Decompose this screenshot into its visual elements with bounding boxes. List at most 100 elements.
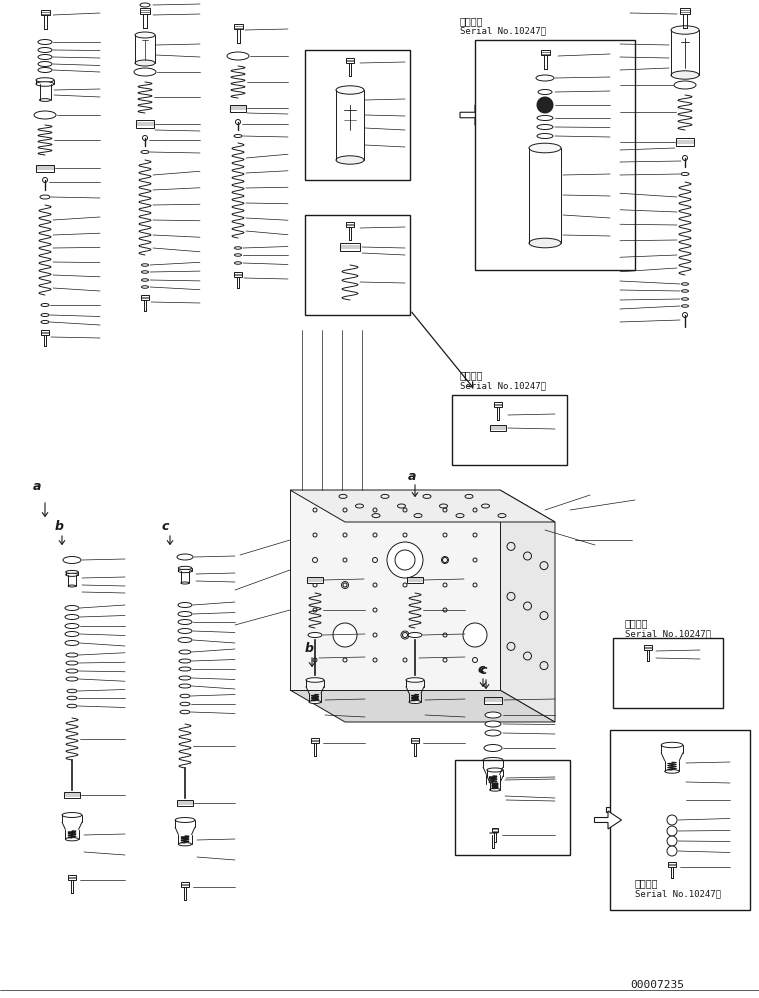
Polygon shape — [606, 801, 634, 819]
Ellipse shape — [674, 81, 696, 89]
Ellipse shape — [485, 730, 501, 736]
Ellipse shape — [485, 712, 501, 718]
Ellipse shape — [135, 32, 155, 38]
Text: a: a — [408, 470, 417, 483]
Polygon shape — [680, 8, 690, 14]
Polygon shape — [494, 402, 502, 407]
Circle shape — [682, 312, 688, 317]
Polygon shape — [234, 24, 242, 29]
Text: Serial No.10247～: Serial No.10247～ — [460, 381, 546, 390]
Text: Serial No.10247～: Serial No.10247～ — [460, 26, 546, 35]
Ellipse shape — [661, 743, 683, 748]
Polygon shape — [489, 830, 497, 835]
Ellipse shape — [140, 3, 150, 7]
Ellipse shape — [178, 569, 192, 573]
Ellipse shape — [406, 678, 424, 683]
Polygon shape — [490, 425, 506, 431]
Polygon shape — [668, 862, 676, 866]
Text: Serial No.10247～: Serial No.10247～ — [625, 629, 711, 638]
Ellipse shape — [135, 60, 155, 66]
Ellipse shape — [336, 86, 364, 94]
Text: Serial No.10247～: Serial No.10247～ — [635, 889, 721, 898]
Polygon shape — [234, 272, 242, 276]
Ellipse shape — [65, 615, 79, 620]
Circle shape — [667, 836, 677, 846]
Polygon shape — [290, 490, 555, 522]
Polygon shape — [136, 120, 154, 128]
Text: 適用号機: 適用号機 — [460, 370, 483, 380]
Circle shape — [43, 178, 48, 183]
Ellipse shape — [65, 606, 79, 611]
Polygon shape — [290, 690, 555, 722]
Ellipse shape — [408, 633, 422, 638]
Text: c: c — [478, 663, 485, 676]
Circle shape — [667, 815, 677, 825]
Ellipse shape — [68, 585, 76, 587]
Ellipse shape — [38, 68, 52, 73]
Ellipse shape — [181, 582, 189, 584]
Circle shape — [143, 136, 147, 141]
Ellipse shape — [38, 40, 52, 45]
Polygon shape — [644, 645, 652, 650]
Polygon shape — [181, 882, 189, 887]
Ellipse shape — [178, 620, 192, 625]
Ellipse shape — [336, 156, 364, 165]
Ellipse shape — [485, 721, 501, 727]
Polygon shape — [540, 50, 550, 55]
Text: 適用号機: 適用号機 — [625, 618, 648, 628]
Polygon shape — [307, 577, 323, 583]
Ellipse shape — [63, 557, 81, 564]
Ellipse shape — [538, 90, 552, 95]
Bar — [452, 395, 567, 465]
Ellipse shape — [671, 26, 699, 34]
Polygon shape — [40, 10, 49, 15]
Polygon shape — [64, 792, 80, 798]
Circle shape — [333, 623, 357, 647]
Ellipse shape — [62, 812, 82, 817]
Bar — [455, 760, 570, 855]
Ellipse shape — [177, 554, 193, 560]
Ellipse shape — [487, 782, 499, 785]
Circle shape — [235, 120, 241, 125]
Ellipse shape — [134, 68, 156, 76]
Circle shape — [667, 826, 677, 836]
Ellipse shape — [36, 78, 54, 82]
Polygon shape — [140, 8, 150, 14]
Polygon shape — [500, 490, 555, 722]
Text: a: a — [33, 480, 42, 493]
Ellipse shape — [66, 573, 78, 577]
Ellipse shape — [178, 603, 192, 608]
Ellipse shape — [529, 143, 561, 153]
Circle shape — [667, 846, 677, 856]
Ellipse shape — [178, 842, 191, 846]
Text: c: c — [480, 664, 487, 677]
Ellipse shape — [537, 125, 553, 130]
Text: 適用号機: 適用号機 — [460, 16, 483, 26]
Ellipse shape — [487, 768, 503, 772]
Ellipse shape — [490, 788, 500, 791]
Polygon shape — [41, 330, 49, 334]
Polygon shape — [346, 222, 354, 227]
Bar — [613, 638, 723, 708]
Ellipse shape — [65, 837, 79, 841]
Ellipse shape — [65, 632, 79, 637]
Polygon shape — [340, 243, 360, 251]
Ellipse shape — [227, 52, 249, 60]
Polygon shape — [68, 875, 76, 880]
Ellipse shape — [65, 624, 79, 629]
Ellipse shape — [308, 633, 322, 638]
Polygon shape — [460, 105, 490, 125]
Ellipse shape — [483, 757, 503, 762]
Polygon shape — [310, 738, 320, 743]
Ellipse shape — [484, 745, 502, 751]
Ellipse shape — [529, 239, 561, 248]
Polygon shape — [676, 138, 694, 146]
Polygon shape — [484, 697, 502, 704]
Ellipse shape — [175, 817, 195, 822]
Ellipse shape — [537, 134, 553, 139]
Bar — [610, 730, 750, 910]
Ellipse shape — [665, 769, 679, 773]
Ellipse shape — [536, 75, 554, 81]
Polygon shape — [290, 490, 500, 690]
Polygon shape — [230, 105, 246, 112]
